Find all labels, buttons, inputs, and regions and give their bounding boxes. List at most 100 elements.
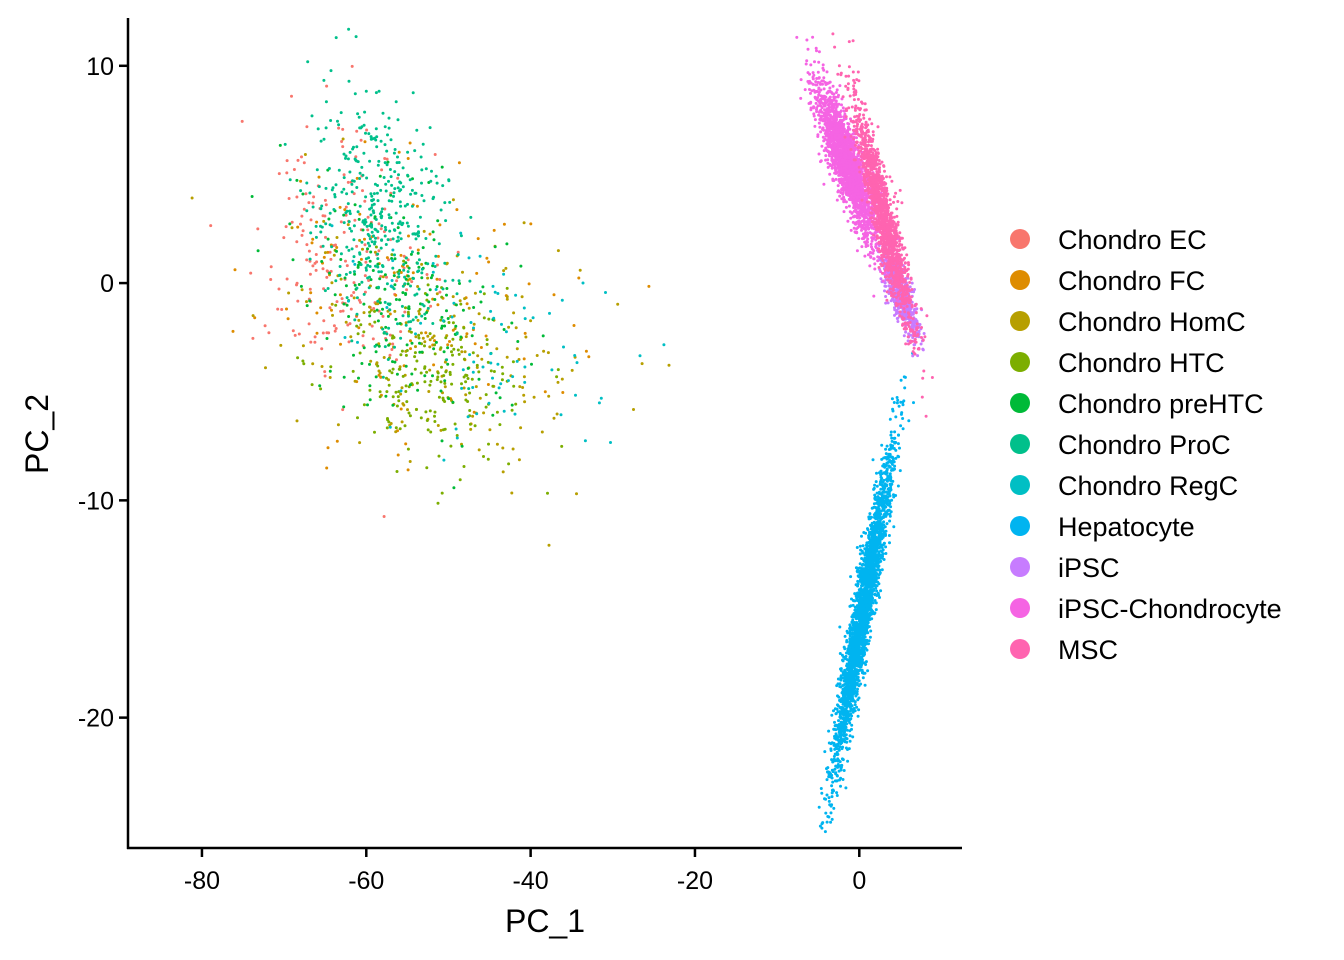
data-point	[433, 414, 436, 418]
data-point	[354, 35, 358, 39]
data-point	[389, 284, 393, 288]
data-point	[857, 575, 861, 579]
data-point	[346, 223, 350, 227]
data-point	[342, 152, 346, 156]
data-point	[832, 789, 835, 793]
data-point	[451, 295, 455, 299]
data-point	[885, 500, 888, 504]
data-point	[471, 414, 475, 418]
data-point	[413, 191, 417, 195]
data-point	[404, 442, 408, 446]
data-point	[511, 360, 515, 364]
data-point	[401, 284, 405, 288]
data-point	[871, 541, 875, 545]
data-point	[374, 245, 378, 249]
data-point	[345, 192, 349, 196]
data-point	[414, 332, 417, 336]
data-point	[300, 233, 304, 237]
data-point	[506, 379, 510, 383]
data-point	[409, 320, 413, 324]
data-point	[355, 286, 359, 290]
data-point	[476, 237, 480, 241]
data-point	[878, 596, 881, 599]
data-point	[445, 309, 448, 313]
data-point	[371, 337, 375, 341]
data-point	[369, 308, 373, 312]
data-point	[383, 287, 387, 291]
data-point	[857, 708, 861, 712]
data-point	[897, 404, 901, 408]
data-point	[497, 386, 501, 390]
data-point	[349, 307, 353, 311]
data-point	[505, 295, 509, 299]
data-point	[481, 285, 485, 289]
data-point	[334, 279, 338, 283]
data-point	[352, 281, 356, 285]
data-point	[355, 145, 359, 149]
data-point	[356, 332, 360, 336]
data-point	[873, 533, 877, 537]
data-point	[894, 448, 898, 452]
data-point	[505, 297, 509, 301]
data-point	[379, 216, 383, 220]
data-point	[476, 354, 480, 358]
data-point	[849, 638, 853, 642]
data-point	[322, 78, 326, 82]
data-point	[421, 336, 425, 340]
data-point	[437, 395, 441, 399]
data-point	[830, 803, 834, 807]
data-point	[872, 513, 876, 517]
data-point	[455, 208, 459, 212]
data-point	[638, 354, 642, 358]
data-point	[887, 508, 891, 512]
data-point	[864, 647, 868, 650]
data-point	[910, 312, 914, 316]
data-point	[343, 208, 347, 212]
data-point	[417, 333, 421, 337]
data-point	[527, 282, 531, 286]
data-point	[379, 246, 383, 250]
data-point	[616, 302, 620, 306]
data-point	[441, 287, 445, 291]
data-point	[369, 192, 373, 196]
data-point	[341, 309, 345, 313]
data-point	[403, 310, 407, 314]
data-point	[333, 329, 337, 333]
data-point	[901, 403, 905, 407]
data-point	[836, 694, 839, 698]
data-point	[460, 345, 463, 349]
data-point	[834, 745, 838, 749]
data-point	[279, 343, 283, 347]
data-point	[296, 158, 300, 162]
data-point	[428, 409, 432, 413]
data-point	[388, 425, 392, 429]
data-point	[356, 340, 359, 344]
data-point	[837, 758, 840, 762]
data-point	[384, 228, 388, 232]
data-point	[358, 252, 362, 256]
data-point	[404, 277, 408, 281]
data-point	[453, 327, 457, 331]
data-point	[492, 316, 496, 320]
data-point	[500, 365, 504, 369]
data-point	[898, 469, 902, 473]
data-point	[852, 636, 856, 640]
data-point	[870, 573, 874, 577]
data-point	[324, 222, 328, 226]
data-point	[882, 464, 886, 468]
data-point	[445, 293, 448, 297]
data-point	[428, 232, 432, 236]
data-point	[853, 621, 857, 625]
data-point	[256, 249, 260, 253]
data-point	[322, 219, 326, 223]
data-point	[394, 293, 398, 297]
data-point	[348, 227, 352, 230]
data-point	[870, 548, 874, 552]
data-point	[376, 199, 380, 203]
data-point	[912, 343, 916, 347]
data-point	[413, 149, 417, 153]
data-point	[405, 343, 409, 347]
data-point	[373, 242, 376, 246]
data-point	[290, 94, 293, 98]
data-point	[323, 198, 327, 202]
